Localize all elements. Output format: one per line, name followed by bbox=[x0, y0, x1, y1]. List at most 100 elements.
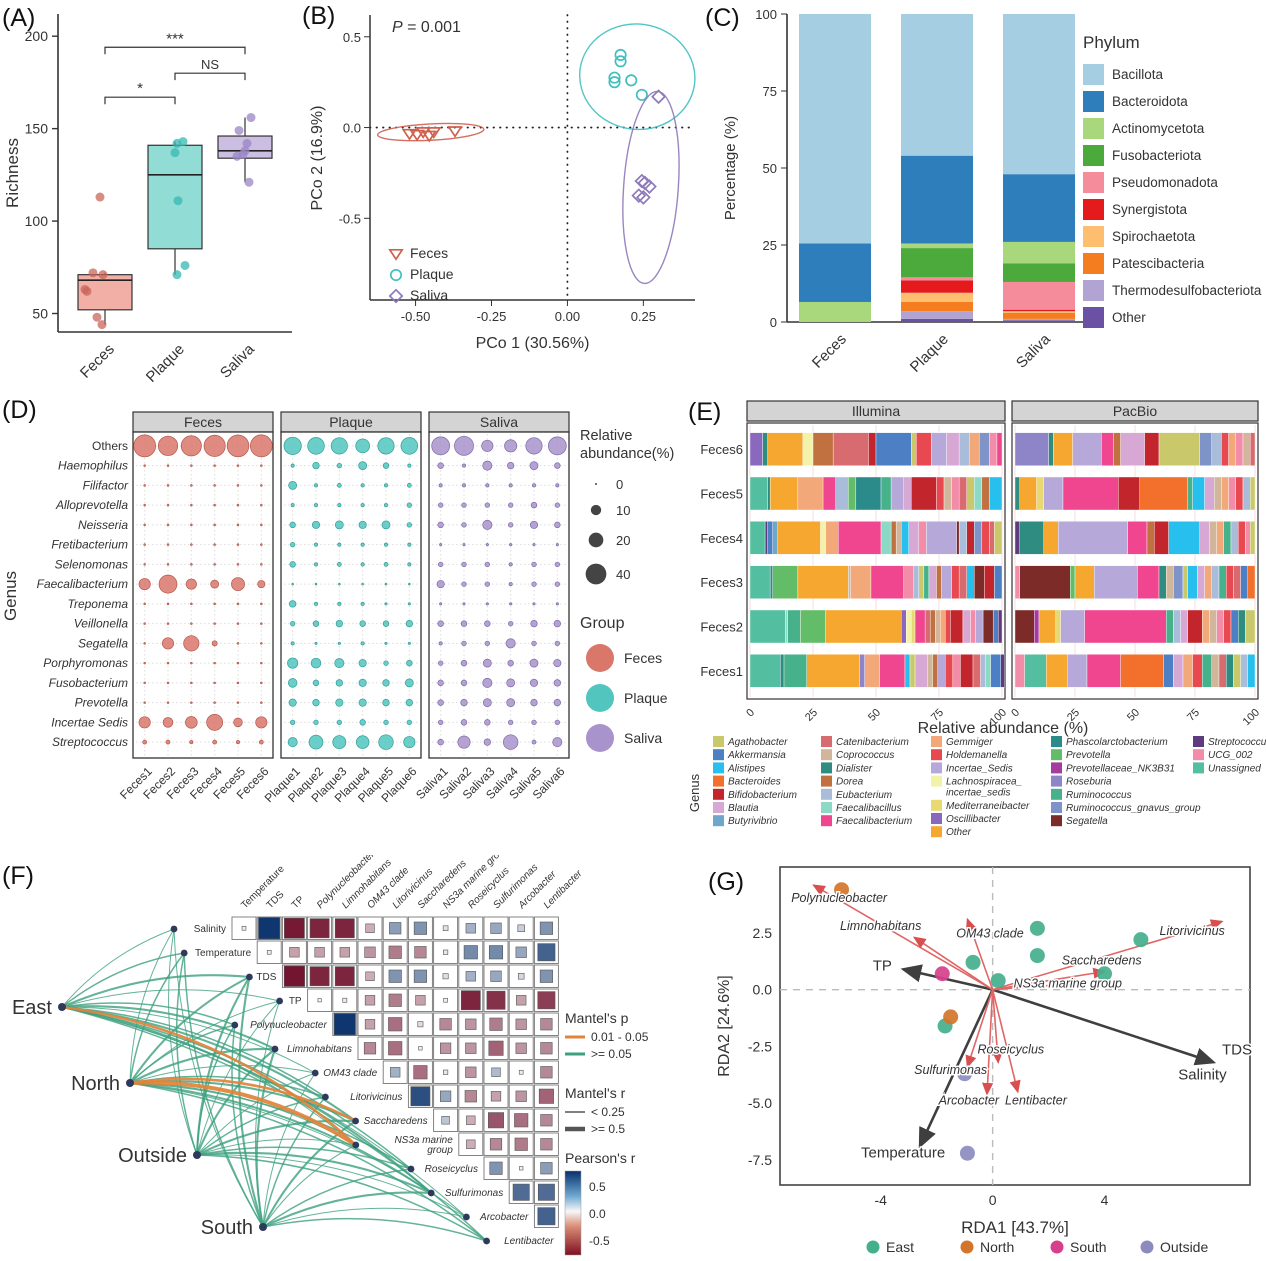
abundance-bubble bbox=[437, 679, 444, 687]
e-segment-Blautia bbox=[1197, 565, 1205, 599]
f-row-label: Roseicyclus bbox=[425, 1164, 478, 1175]
abundance-bubble bbox=[531, 739, 537, 745]
e-segment-Agathobacter bbox=[1245, 609, 1256, 644]
e-segment-Eubacterium bbox=[1242, 476, 1251, 511]
abundance-bubble bbox=[255, 716, 268, 729]
variable-node bbox=[427, 1189, 435, 1197]
pcoa-plot: -0.5 0.0 0.5 -0.50 -0.25 0.00 0.25 PCo 1 (30.56… bbox=[309, 14, 696, 352]
e-segment-Blautia bbox=[1120, 432, 1145, 466]
e-segment-Faecalibacillus bbox=[974, 476, 983, 511]
panel-b-label: (B) bbox=[302, 2, 336, 30]
e-legend-swatch bbox=[931, 762, 942, 774]
e-segment-Faecalibacterium bbox=[1101, 432, 1114, 466]
e-segment-Agathobacter bbox=[909, 654, 916, 688]
abundance-bubble bbox=[138, 716, 151, 729]
rda-biplot: 2.5 0.0 -2.5 -5.0 -7.5 -4 0 4 RDA1 [43.7%] RDA2 [… bbox=[716, 866, 1254, 1255]
abundance-bubble bbox=[554, 462, 561, 469]
corr-square bbox=[537, 991, 556, 1010]
variable-node bbox=[276, 997, 283, 1005]
abundance-bubble bbox=[555, 543, 559, 547]
platform-abundance-bars: Feces1 Feces2 Feces3 Feces4 Feces5 Feces6 Illu… bbox=[687, 400, 1266, 838]
c-legend-label: Actinomycetota bbox=[1112, 121, 1205, 136]
e-segment-Agathobacter bbox=[966, 476, 975, 511]
c-segment-Fusobacteriota bbox=[901, 248, 973, 278]
e-legend-swatch bbox=[1051, 802, 1062, 813]
e-segment-Holdemanella bbox=[1235, 476, 1244, 511]
abundance-bubble bbox=[431, 436, 450, 456]
mantel-p-title: Mantel's p bbox=[565, 1010, 629, 1026]
abundance-bubble bbox=[236, 622, 240, 625]
series-Plaque bbox=[608, 48, 648, 101]
e-legend-label: Bifidobacterium bbox=[728, 790, 797, 801]
e-segment-Ruminococcus_gnavus_group bbox=[974, 521, 983, 555]
abundance-bubble bbox=[383, 719, 389, 726]
e-segment-Segatella bbox=[956, 521, 960, 555]
network-edge bbox=[61, 1006, 326, 1098]
c-legend-label: Pseudomonadota bbox=[1112, 175, 1218, 190]
abundance-bubble bbox=[213, 523, 216, 527]
panel-g: (G) 2.5 0.0 -2.5 -5.0 -7.5 -4 0 4 RDA1 [43.7%] RD… bbox=[705, 855, 1266, 1261]
corr-square bbox=[388, 993, 402, 1007]
abundance-bubble bbox=[484, 502, 491, 508]
abundance-bubble bbox=[166, 543, 170, 546]
corr-square bbox=[289, 947, 300, 958]
g-ytick: 0.0 bbox=[753, 982, 773, 998]
e-legend-label: Prevotella bbox=[1066, 750, 1111, 761]
ellipse-Plaque bbox=[578, 23, 696, 131]
species-arrow bbox=[992, 978, 1087, 991]
abundance-bubble bbox=[213, 484, 216, 487]
corr-square bbox=[364, 946, 376, 958]
e-legend-label: Lachnospiracea_ bbox=[946, 777, 1022, 788]
e-segment-Alistipes bbox=[1187, 565, 1198, 599]
abundance-bubble bbox=[190, 681, 193, 685]
e-segment-Coprococcus bbox=[927, 654, 933, 688]
e-segment-Faecalibacterium bbox=[870, 565, 904, 599]
abundance-bubble bbox=[555, 483, 560, 488]
abundance-bubble bbox=[482, 698, 492, 707]
e-segment-Bifidobacterium bbox=[1144, 432, 1160, 466]
abundance-bubble bbox=[462, 483, 466, 488]
abundance-bubble bbox=[554, 521, 561, 529]
e-segment-Agathobacter bbox=[1182, 565, 1189, 599]
abundance-bubble bbox=[213, 681, 216, 685]
species-label: Sulfurimonas bbox=[914, 1063, 987, 1077]
c-legend-label: Other bbox=[1112, 310, 1146, 325]
e-legend-swatch bbox=[1193, 736, 1204, 747]
abundance-bubble bbox=[314, 562, 318, 567]
corr-square bbox=[439, 1018, 452, 1031]
e-segment-Catenibacterium bbox=[989, 521, 995, 555]
sample-point-North bbox=[834, 882, 850, 898]
abundance-bubble bbox=[180, 435, 202, 457]
abundance-bubble bbox=[483, 738, 491, 746]
e-segment-Faecalibacterium bbox=[1086, 654, 1121, 688]
e-legend-swatch bbox=[931, 736, 942, 747]
panel-d: (D) Genus Others Haemophilus Filifactor Allo… bbox=[0, 390, 705, 852]
e-segment-Oscillibacter bbox=[749, 432, 763, 466]
corr-square bbox=[465, 971, 476, 982]
data-point bbox=[244, 177, 254, 187]
g-legend-dot bbox=[1140, 1240, 1154, 1254]
network-edge bbox=[262, 1120, 357, 1228]
abundance-bubble bbox=[157, 435, 179, 456]
abundance-bubble bbox=[384, 542, 388, 547]
abundance-bubble bbox=[236, 681, 240, 685]
c-legend-swatch bbox=[1083, 307, 1104, 328]
abundance-bubble bbox=[509, 602, 513, 606]
g-legend-dot bbox=[866, 1240, 880, 1254]
e-segment-Faecalibacterium bbox=[879, 654, 906, 688]
sample-point-East bbox=[1133, 932, 1149, 948]
e-segment-UCG_002 bbox=[918, 521, 927, 555]
corr-square bbox=[284, 917, 305, 939]
corr-square bbox=[517, 973, 525, 980]
corr-square bbox=[489, 1017, 503, 1031]
abundance-bubble bbox=[143, 622, 146, 625]
e-segment-Akkermansia bbox=[767, 521, 773, 555]
b-xtick: -0.25 bbox=[477, 309, 507, 324]
corr-square bbox=[464, 1090, 477, 1103]
group-legend-label: Feces bbox=[624, 650, 662, 666]
env-label: Salinity bbox=[1178, 1066, 1227, 1083]
d-genus-label: Others bbox=[92, 439, 128, 453]
d-genus-label: Incertae Sedis bbox=[51, 715, 128, 729]
e-segment-Bifidobacterium bbox=[1118, 476, 1141, 511]
abundance-bubble bbox=[457, 735, 471, 749]
